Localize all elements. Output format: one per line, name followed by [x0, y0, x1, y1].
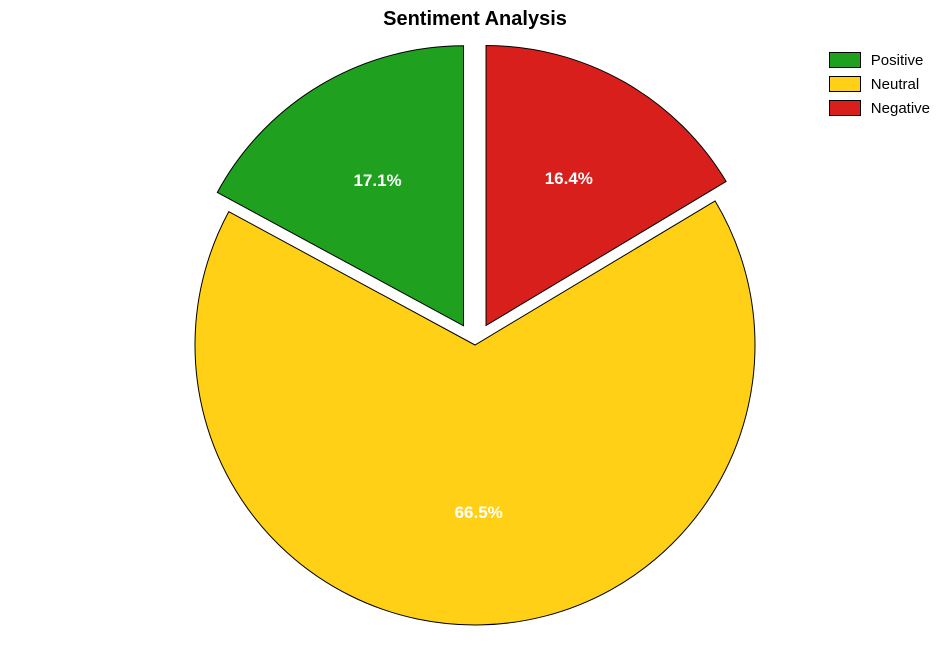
slice-label-positive: 17.1%: [353, 171, 401, 191]
legend-swatch: [829, 76, 861, 92]
legend-item-neutral: Neutral: [829, 72, 930, 96]
sentiment-pie-chart: Sentiment Analysis Positive Neutral Nega…: [0, 0, 950, 662]
legend-item-positive: Positive: [829, 48, 930, 72]
legend-label: Positive: [871, 52, 924, 69]
legend-swatch: [829, 100, 861, 116]
legend-label: Neutral: [871, 76, 919, 93]
legend-label: Negative: [871, 100, 930, 117]
legend-swatch: [829, 52, 861, 68]
slice-label-neutral: 66.5%: [455, 503, 503, 523]
slice-label-negative: 16.4%: [545, 169, 593, 189]
legend: Positive Neutral Negative: [829, 48, 930, 120]
legend-item-negative: Negative: [829, 96, 930, 120]
pie-svg: [0, 0, 950, 662]
pie-slice-neutral: [195, 201, 755, 625]
